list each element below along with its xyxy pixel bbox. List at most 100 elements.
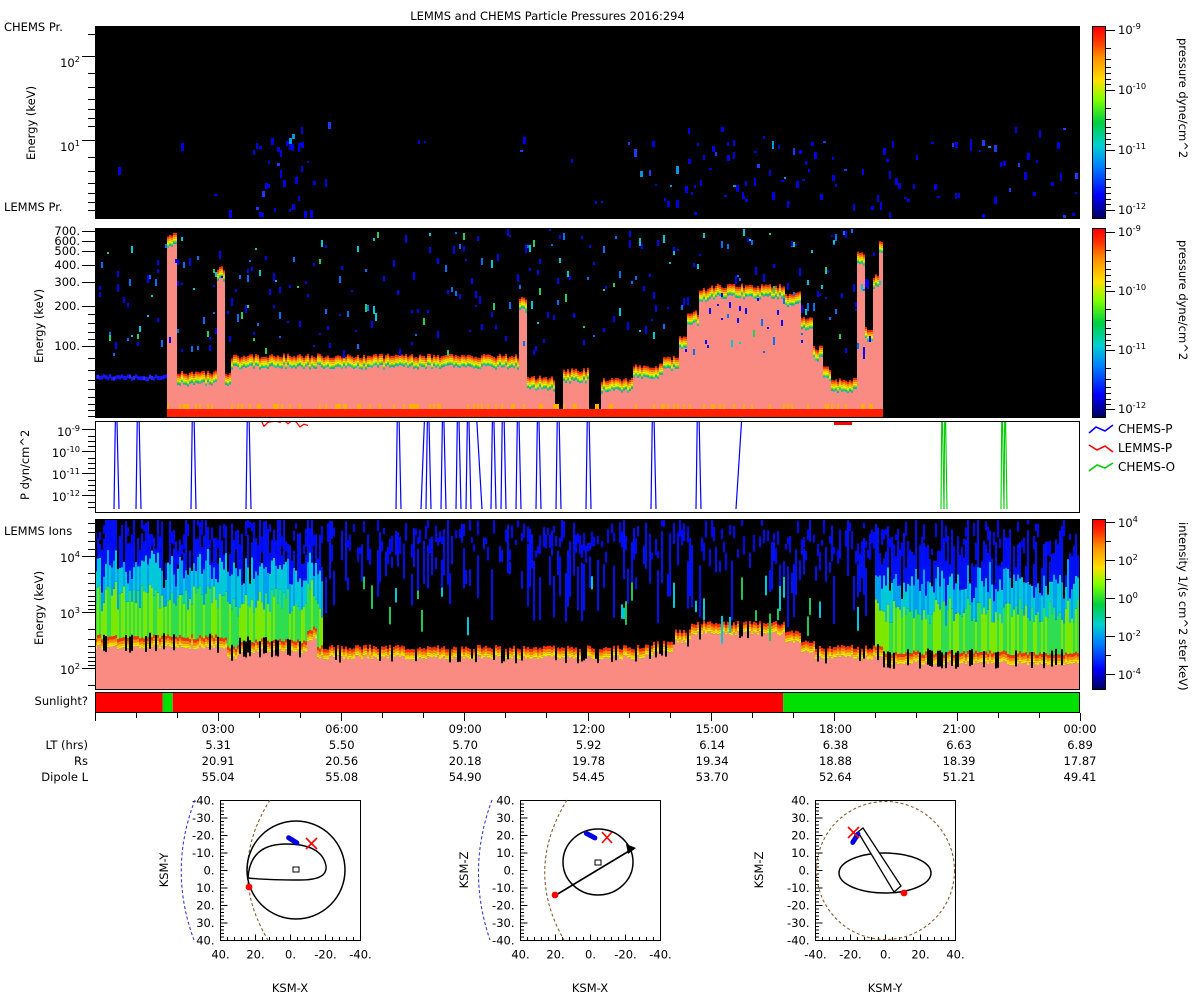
orbit-xz-ylabel: KSM-Z <box>457 851 471 888</box>
orbit-ksm-xz-ytick-2: 20. <box>496 829 514 843</box>
x-axis-dipole-l-7: 49.41 <box>1063 770 1097 784</box>
chems-cbar-tick-3: 10-12 <box>1118 201 1147 217</box>
legend-swatch-lemms-p <box>1088 443 1114 453</box>
orbit-ksm-yz-xtick-0: -40. <box>804 948 826 962</box>
orbit-ksm-xy-ytick-3: -10. <box>192 846 214 860</box>
lemms-ions-canvas <box>95 519 1080 690</box>
orbit-ksm-yz-ytick-2: 20. <box>791 829 809 843</box>
orbit-ksm-xy-xtick-4: -40. <box>349 948 371 962</box>
chems-cbar-tick-0: 10-9 <box>1118 21 1141 37</box>
orbit-plot-ksm-yz[interactable]: 40. 30. 20. 10. 0. -10. -20. -30. -40. -40. -20. 0.… <box>745 792 985 997</box>
orbit-ksm-yz-ytick-8: -40. <box>787 934 809 948</box>
lemms-ions-colorbar <box>1092 519 1106 690</box>
x-axis-ticks <box>95 713 1081 721</box>
lemms-pr-ytick-600: 600. <box>54 234 80 248</box>
orbit-ksm-xy-ytick-5: 10. <box>196 881 214 895</box>
orbit-ksm-yz-ytick-7: -30. <box>787 916 809 930</box>
x-axis-rs-3: 19.78 <box>572 754 606 768</box>
orbit-xy-canvas: -40. -30. -20. -10. 0. 10. 20. 30. 40.40. 20. 0. -2… <box>157 794 372 996</box>
x-axis-dipole-l-6: 51.21 <box>942 770 976 784</box>
legend-entry-chems-p[interactable]: CHEMS-P <box>1088 419 1175 438</box>
ions-cbar-tick-0: 104 <box>1118 514 1138 530</box>
x-axis-rs-0: 20.91 <box>201 754 235 768</box>
orbit-ksm-yz-xtick-2: 0. <box>880 948 891 962</box>
lemms-pr-colorbar-label: pressure dyne/cm^2 <box>1176 240 1190 361</box>
pline-ytick-2: 10-11 <box>51 466 80 482</box>
legend-label-lemms-p: LEMMS-P <box>1118 440 1173 455</box>
legend-entry-lemms-p[interactable]: LEMMS-P <box>1088 438 1175 457</box>
x-axis-dipole-l-3: 54.45 <box>572 770 606 784</box>
x-axis-rs-6: 18.39 <box>942 754 976 768</box>
pressure-line-canvas <box>113 422 1008 510</box>
orbit-yz-ylabel: KSM-Z <box>752 851 766 888</box>
orbit-ksm-xy-xtick-1: 20. <box>246 948 264 962</box>
orbit-yz-xlabel: KSM-Y <box>868 981 904 995</box>
chems-pressure-spectrogram[interactable] <box>95 26 1080 219</box>
lemms-ions-panel-ticks <box>82 523 95 686</box>
x-axis-time-0: 03:00 <box>201 722 235 736</box>
legend-swatch-chems-o <box>1088 461 1114 472</box>
x-axis-lt-hrs-3: 5.92 <box>575 738 602 752</box>
orbit-ksm-yz-ytick-4: 0. <box>799 864 810 878</box>
chems-cbar-tick-2: 10-11 <box>1118 141 1147 157</box>
chems-cbar-tick-1: 10-10 <box>1118 81 1147 97</box>
chems-pr-corner-label: CHEMS Pr. <box>4 20 63 34</box>
orbit-xy-xlabel: KSM-X <box>272 981 308 995</box>
chems-panel-ticks <box>82 34 95 211</box>
orbit-plot-ksm-xy[interactable]: -40. -30. -20. -10. 0. 10. 20. 30. 40. 40. 20. 0. -2… <box>150 792 390 997</box>
lemms-pr-colorbar-ticks <box>1106 232 1115 410</box>
lemms-ions-colorbar-ticks <box>1106 522 1115 675</box>
lemms-pressure-colorbar <box>1092 228 1106 418</box>
x-axis-time-3: 12:00 <box>572 722 606 736</box>
lemms-ions-ytick-3: 103 <box>60 605 80 621</box>
orbit-ksm-xz-ytick-4: 0. <box>504 864 515 878</box>
x-axis-rs-4: 19.34 <box>695 754 729 768</box>
orbit-ksm-xz-xtick-1: 20. <box>546 948 564 962</box>
x-axis-time-5: 18:00 <box>818 722 853 736</box>
legend-entry-chems-o[interactable]: CHEMS-O <box>1088 457 1175 476</box>
x-axis-row-rs: Rs 20.91 20.56 20.18 19.78 19.34 18.88 18.39 17… <box>0 754 1096 770</box>
orbit-ksm-xz-xtick-2: 0. <box>585 948 596 962</box>
orbit-ksm-xy-xtick-2: 0. <box>285 948 296 962</box>
ions-cbar-tick-1: 102 <box>1118 552 1138 568</box>
x-axis-rs-7: 17.87 <box>1063 754 1097 768</box>
pline-ytick-0: 10-9 <box>57 423 80 439</box>
lemms-pr-ytick-200: 200. <box>54 299 80 313</box>
x-axis-dipole-l-1: 55.08 <box>325 770 359 784</box>
sunlight-bar-canvas <box>96 693 1079 712</box>
lemms-ions-spectrogram[interactable] <box>95 519 1080 690</box>
orbit-ksm-xy-ytick-0: -40. <box>192 794 214 808</box>
x-axis-lt-hrs-5: 6.38 <box>822 738 849 752</box>
lemms-pr-cbar-tick-2: 10-11 <box>1118 341 1147 357</box>
orbit-ksm-yz-ytick-3: 10. <box>791 846 809 860</box>
ions-cbar-tick-2: 100 <box>1118 590 1138 606</box>
orbit-ksm-xy-ytick-7: 30. <box>196 916 214 930</box>
x-axis-time-4: 15:00 <box>695 722 729 736</box>
x-axis-rs-2: 20.18 <box>448 754 482 768</box>
orbit-xz-xlabel: KSM-X <box>572 981 608 995</box>
x-axis-row-label-rs: Rs <box>74 754 88 768</box>
lemms-pressure-spectrogram[interactable] <box>95 228 1080 418</box>
orbit-ksm-xz-xtick-0: 40. <box>511 948 529 962</box>
orbit-ksm-yz-ytick-0: 40. <box>791 794 809 808</box>
chems-spectrogram-canvas <box>95 26 1080 219</box>
lemms-pr-cbar-tick-3: 10-12 <box>1118 400 1147 416</box>
orbit-plot-ksm-xz[interactable]: 40. 30. 20. 10. 0. -10. -20. -30. -40. 40. 20. 0. -2… <box>450 792 690 997</box>
particle-pressure-lineplot[interactable] <box>95 421 1080 513</box>
orbit-ksm-xz-ytick-0: 40. <box>496 794 514 808</box>
x-axis-rs-1: 20.56 <box>325 754 359 768</box>
x-axis-dipole-l-2: 54.90 <box>448 770 482 784</box>
orbit-ksm-xy-ytick-2: -20. <box>192 829 214 843</box>
lemms-pr-cbar-tick-1: 10-10 <box>1118 282 1147 298</box>
x-axis-time-7: 00:00 <box>1063 722 1097 736</box>
orbit-ksm-xz-ytick-6: -20. <box>492 899 514 913</box>
orbit-xy-ylabel: KSM-Y <box>157 852 171 888</box>
orbit-ksm-xz-ytick-1: 30. <box>496 811 514 825</box>
x-axis-rs-5: 18.88 <box>819 754 852 768</box>
orbit-ksm-xy-xtick-3: -20. <box>314 948 336 962</box>
sunlight-bar[interactable] <box>95 692 1080 713</box>
x-axis-row-lt: LT (hrs) 5.31 5.50 5.70 5.92 6.14 6.38 6.63 6.8… <box>0 738 1093 754</box>
orbit-ksm-xz-ytick-5: -10. <box>492 881 514 895</box>
x-axis-row-time: 03:00 06:00 09:00 12:00 15:00 18:00 21:00 00:00 <box>0 722 1097 738</box>
chems-colorbar-label: pressure dyne/cm^2 <box>1176 38 1190 159</box>
